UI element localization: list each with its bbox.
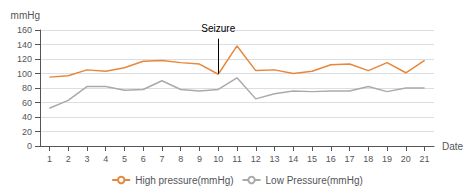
svg-text:2: 2 [66, 154, 71, 164]
svg-text:Date: Date [442, 141, 464, 152]
svg-text:3: 3 [84, 154, 89, 164]
svg-text:20: 20 [22, 127, 32, 137]
svg-text:20: 20 [401, 154, 411, 164]
svg-text:80: 80 [22, 83, 32, 93]
svg-text:14: 14 [288, 154, 298, 164]
svg-text:5: 5 [122, 154, 127, 164]
svg-text:10: 10 [213, 154, 223, 164]
svg-text:Low Pressure(mmHg): Low Pressure(mmHg) [266, 175, 363, 186]
svg-text:7: 7 [159, 154, 164, 164]
svg-text:11: 11 [232, 154, 241, 164]
svg-text:High pressure(mmHg): High pressure(mmHg) [135, 175, 233, 186]
svg-text:100: 100 [17, 69, 32, 79]
svg-text:12: 12 [251, 154, 261, 164]
svg-text:160: 160 [17, 25, 32, 35]
svg-text:8: 8 [178, 154, 183, 164]
svg-text:19: 19 [382, 154, 392, 164]
svg-text:9: 9 [197, 154, 202, 164]
svg-text:mmHg: mmHg [11, 10, 40, 21]
svg-text:0: 0 [27, 141, 32, 151]
svg-text:4: 4 [103, 154, 108, 164]
svg-text:40: 40 [22, 112, 32, 122]
svg-text:120: 120 [17, 54, 32, 64]
svg-text:18: 18 [363, 154, 373, 164]
svg-text:140: 140 [17, 40, 32, 50]
svg-text:16: 16 [326, 154, 336, 164]
svg-text:6: 6 [141, 154, 146, 164]
svg-text:Seizure: Seizure [201, 23, 235, 34]
svg-text:15: 15 [307, 154, 317, 164]
svg-text:13: 13 [270, 154, 280, 164]
svg-text:60: 60 [22, 98, 32, 108]
svg-text:17: 17 [345, 154, 355, 164]
svg-text:1: 1 [47, 154, 52, 164]
svg-text:21: 21 [420, 154, 430, 164]
